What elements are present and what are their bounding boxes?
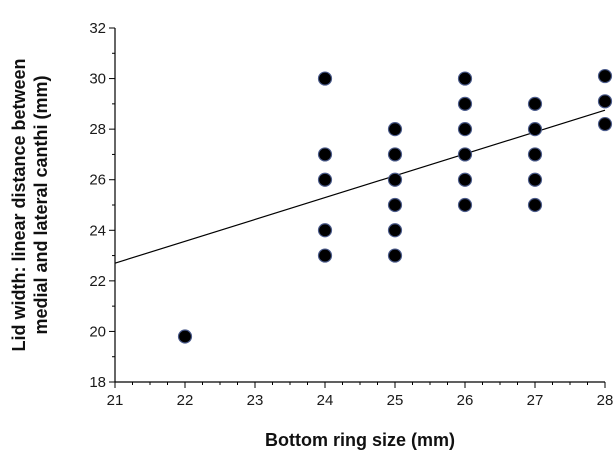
data-point [317,147,333,162]
data-point [387,122,403,137]
data-point [387,197,403,213]
data-point [457,122,473,137]
data-point [317,248,333,263]
data-point [387,147,403,162]
data-point [457,147,473,162]
x-tick-label: 27 [527,392,544,409]
data-points [177,68,613,344]
x-tick-label: 25 [387,392,404,409]
x-tick-label: 26 [457,392,474,409]
data-point [457,197,473,213]
y-tick-label: 26 [89,172,106,189]
data-point [317,172,333,187]
y-tick-label: 24 [89,222,106,239]
y-tick-label: 32 [89,20,106,37]
data-point [317,71,333,86]
y-tick-label: 22 [89,273,106,290]
data-point [527,96,543,111]
data-point [387,172,403,187]
x-tick-label: 24 [317,392,334,409]
y-tick-label: 30 [89,71,106,88]
data-point [177,329,193,344]
data-point [457,71,473,86]
trendline [114,109,606,264]
data-point [527,122,543,137]
x-tick-label: 22 [177,392,194,409]
x-axis-title: Bottom ring size (mm) [265,430,455,450]
data-point [387,248,403,263]
x-tick-label: 23 [247,392,264,409]
y-tick-label: 20 [89,323,106,340]
x-tick-label: 28 [597,392,613,409]
y-axis-title: Lid width: linear distance between media… [9,58,51,351]
x-tick-label: 21 [107,392,124,409]
data-point [317,223,333,238]
data-point [597,116,613,132]
data-point [457,172,473,187]
data-point [527,147,543,162]
data-point [527,197,543,213]
trendline-layer [114,109,606,264]
axes: 18 20 22 24 26 28 30 32 21 22 23 24 25 26 27 28 [89,20,613,409]
data-point [527,172,543,187]
data-point [387,223,403,238]
y-tick-label: 18 [89,374,106,391]
data-point [597,68,613,84]
y-tick-label: 28 [89,121,106,138]
data-point [457,96,473,111]
y-axis-title-line-1: Lid width: linear distance between [9,58,29,351]
data-point [597,94,613,109]
y-axis-title-line-2: medial and lateral canthi (mm) [31,75,51,334]
